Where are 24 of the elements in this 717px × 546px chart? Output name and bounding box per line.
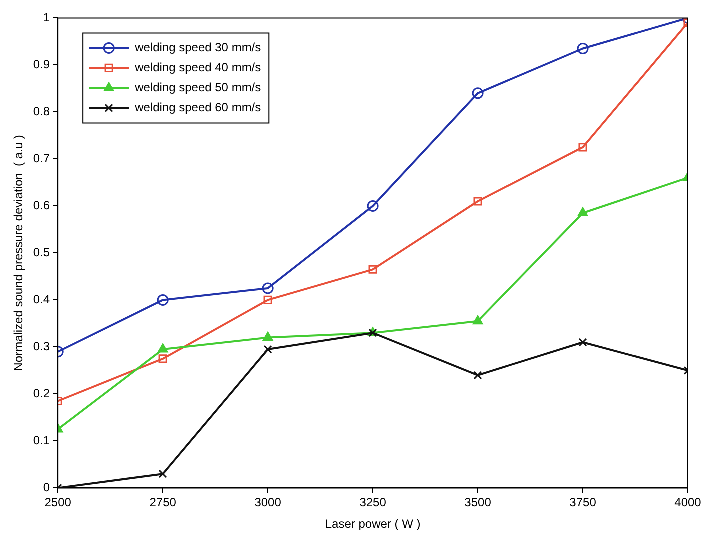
legend-label: welding speed 30 mm/s — [134, 40, 262, 55]
y-tick-label: 0.2 — [33, 386, 50, 401]
y-tick-label: 0.8 — [33, 104, 50, 119]
y-tick-label: 0.3 — [33, 340, 50, 354]
x-tick-label: 3000 — [254, 496, 282, 510]
y-tick-label: 0.6 — [33, 198, 50, 213]
y-axis-title: Normalized sound pressure deviation ( a.u ) — [12, 135, 26, 372]
y-tick-label: 0.1 — [33, 434, 50, 448]
legend-label: welding speed 40 mm/s — [134, 60, 262, 75]
y-tick-label: 0.4 — [33, 292, 50, 307]
y-tick-label: 0.5 — [33, 246, 50, 260]
y-tick-label: 0.9 — [33, 58, 50, 72]
legend-label: welding speed 50 mm/s — [134, 80, 262, 95]
legend-label: welding speed 60 mm/s — [134, 100, 262, 115]
x-tick-label: 4000 — [674, 496, 702, 510]
y-tick-label: 1 — [43, 10, 50, 25]
x-axis-title: Laser power ( W ) — [325, 517, 421, 532]
x-tick-label: 3750 — [570, 496, 597, 510]
x-tick-label: 2500 — [44, 496, 72, 510]
x-tick-label: 2750 — [150, 496, 177, 510]
y-tick-label: 0.7 — [33, 152, 50, 166]
x-tick-label: 3500 — [464, 496, 492, 510]
x-tick-label: 3250 — [360, 496, 387, 510]
y-tick-label: 0 — [43, 480, 50, 495]
